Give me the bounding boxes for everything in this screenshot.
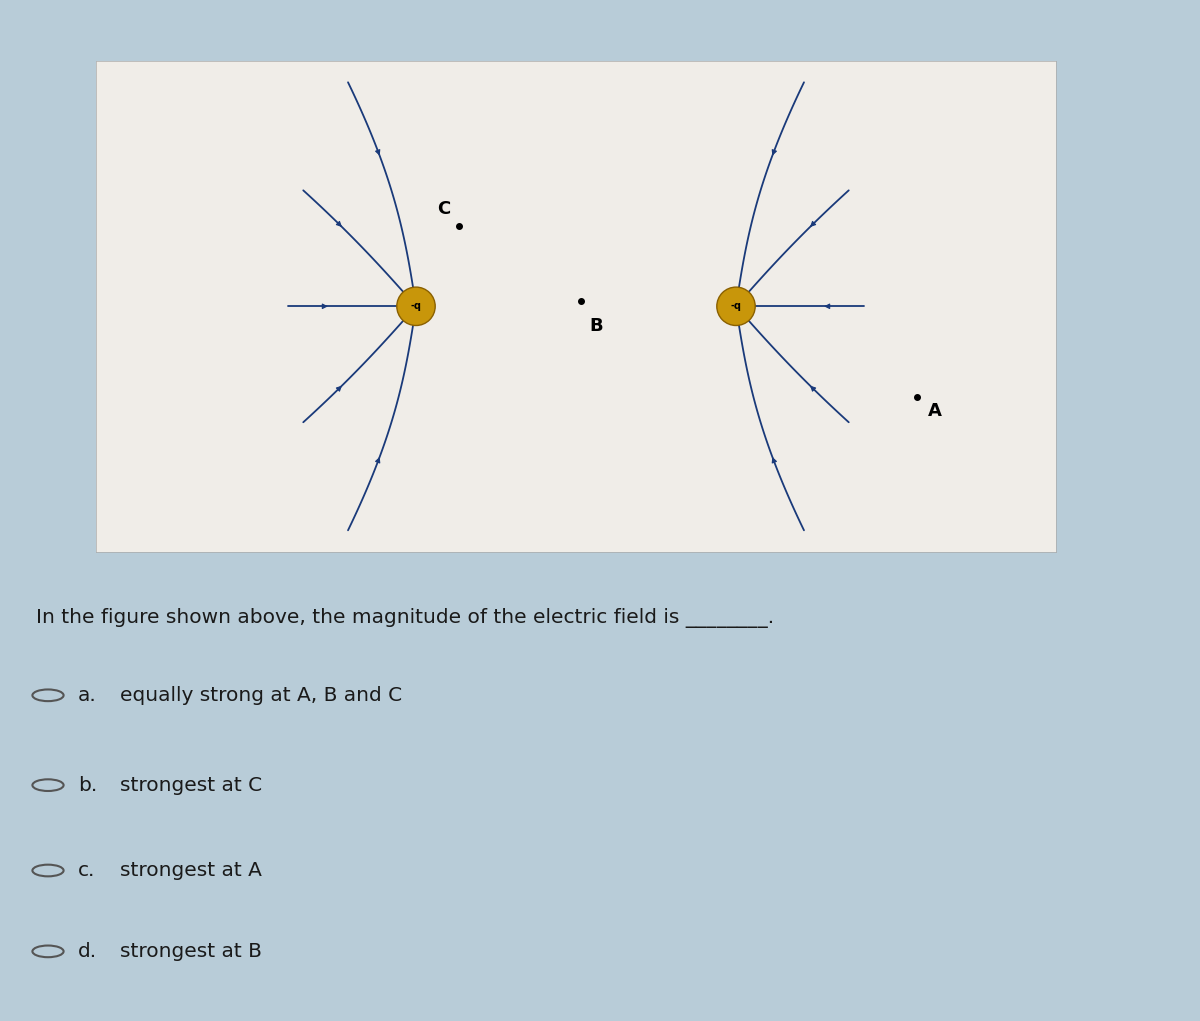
Text: a.: a.: [78, 686, 97, 704]
Text: strongest at A: strongest at A: [120, 861, 262, 880]
Text: c.: c.: [78, 861, 95, 880]
Circle shape: [397, 287, 436, 326]
Text: d.: d.: [78, 941, 97, 961]
Text: strongest at B: strongest at B: [120, 941, 262, 961]
Text: strongest at C: strongest at C: [120, 776, 262, 794]
Text: B: B: [590, 317, 604, 335]
Text: -q: -q: [731, 301, 742, 311]
Text: equally strong at A, B and C: equally strong at A, B and C: [120, 686, 402, 704]
Text: C: C: [437, 200, 450, 217]
Text: b.: b.: [78, 776, 97, 794]
Text: -q: -q: [410, 301, 421, 311]
Text: A: A: [928, 402, 942, 421]
Circle shape: [716, 287, 755, 326]
Text: In the figure shown above, the magnitude of the electric field is ________.: In the figure shown above, the magnitude…: [36, 607, 774, 628]
